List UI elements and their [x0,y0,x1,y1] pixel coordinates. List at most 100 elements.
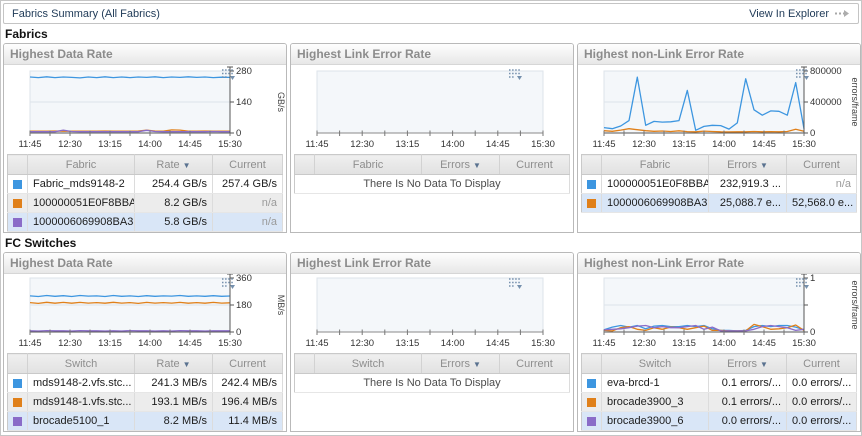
svg-text:13:15: 13:15 [396,139,420,150]
column-header[interactable]: Fabric [27,154,135,175]
svg-text:14:45: 14:45 [752,338,776,349]
chart[interactable]: 11:45 12:30 13:15 14:00 14:45 15:30 [291,65,573,153]
chart-menu-icon[interactable] [795,68,810,81]
table-row[interactable]: 1000006069908BA3 5.8 GB/s n/a [7,212,283,232]
metric-panel: Highest non-Link Error Rate 11:45 12:30 13… [577,43,861,233]
chart-menu-icon[interactable] [795,277,810,290]
chart-canvas[interactable]: 11:45 12:30 13:15 14:00 14:45 15:300 140 280 GB/… [4,65,286,153]
cell-name: mds9148-2.vfs.stc... [27,373,135,393]
empty-message: There Is No Data To Display [294,373,570,393]
column-header[interactable]: Current [786,353,857,374]
chart[interactable]: 11:45 12:30 13:15 14:00 14:45 15:30 0 400000 800… [578,65,860,153]
panel-title: Highest Link Error Rate [291,44,573,65]
table-row[interactable]: mds9148-2.vfs.stc... 241.3 MB/s 242.4 MB/s [7,373,283,393]
table-row[interactable]: mds9148-1.vfs.stc... 193.1 MB/s 196.4 MB/s [7,392,283,412]
column-header[interactable]: Current [786,154,857,175]
column-header[interactable]: Current [499,353,570,374]
view-in-explorer-link[interactable]: View In Explorer [749,8,850,20]
cell-value: 232,919.3 ... [708,174,787,194]
table-row[interactable]: brocade3900_6 0.0 errors/... 0.0 errors/..… [581,411,857,431]
cell-value: 0.1 errors/... [708,392,787,412]
cell-current: 0.0 errors/... [786,373,857,393]
panel-title: Highest Data Rate [4,253,286,274]
chart-menu-icon[interactable] [508,68,523,81]
series-swatch [7,373,28,393]
svg-text:11:45: 11:45 [18,338,41,349]
svg-text:11:45: 11:45 [305,139,328,150]
table-row[interactable]: brocade5100_1 8.2 MB/s 11.4 MB/s [7,411,283,431]
empty-row: There Is No Data To Display [294,373,570,393]
cell-value: 8.2 MB/s [134,411,213,431]
svg-text:14:00: 14:00 [441,338,465,349]
cell-current: 0.0 errors/... [786,392,857,412]
cell-value: 0.0 errors/... [708,411,787,431]
chart-canvas[interactable]: 11:45 12:30 13:15 14:00 14:45 15:30 [291,65,573,153]
series-swatch [581,392,602,412]
column-header[interactable]: Rate ▼ [134,154,213,175]
cell-value: 8.2 GB/s [134,193,213,213]
cell-name: 1000006069908BA3 [601,193,709,213]
svg-text:0: 0 [236,327,241,338]
svg-text:14:00: 14:00 [138,338,162,349]
sort-desc-icon: ▼ [760,359,768,369]
chart-menu-icon[interactable] [221,68,236,81]
chart-canvas[interactable]: 11:45 12:30 13:15 14:00 14:45 15:300 180 360 MB/… [4,274,286,352]
svg-text:14:00: 14:00 [712,338,736,349]
series-swatch [7,193,28,213]
series-swatch [581,373,602,393]
chart[interactable]: 11:45 12:30 13:15 14:00 14:45 15:30 0 1 errors/f… [578,274,860,352]
svg-text:0: 0 [236,128,241,139]
chart[interactable]: 11:45 12:30 13:15 14:00 14:45 15:30 [291,274,573,352]
sort-desc-icon: ▼ [760,160,768,170]
cell-current: 196.4 MB/s [212,392,283,412]
chart-canvas[interactable]: 11:45 12:30 13:15 14:00 14:45 15:30 [291,274,573,352]
column-header[interactable]: Switch [314,353,422,374]
svg-text:12:30: 12:30 [350,338,374,349]
column-header[interactable]: Errors ▼ [708,154,787,175]
table-row[interactable]: 100000051E0F8BBA 8.2 GB/s n/a [7,193,283,213]
cell-name: Fabric_mds9148-2 [27,174,135,194]
cell-value: 25,088.7 e... [708,193,787,213]
column-header-swatch [581,154,602,175]
svg-text:14:45: 14:45 [178,338,202,349]
table-row[interactable]: brocade3900_3 0.1 errors/... 0.0 errors/..… [581,392,857,412]
column-header[interactable]: Errors ▼ [421,353,500,374]
table-header-row: Switch Errors ▼ Current [581,353,857,374]
cell-value: 0.1 errors/... [708,373,787,393]
svg-text:errors/frame: errors/frame [850,280,860,329]
table-row[interactable]: 100000051E0F8BBA 232,919.3 ... n/a [581,174,857,194]
chart-menu-icon[interactable] [508,277,523,290]
column-header[interactable]: Rate ▼ [134,353,213,374]
column-header[interactable]: Switch [601,353,709,374]
svg-text:15:30: 15:30 [531,139,555,150]
column-header[interactable]: Errors ▼ [708,353,787,374]
column-header[interactable]: Switch [27,353,135,374]
cell-value: 254.4 GB/s [134,174,213,194]
cell-name: mds9148-1.vfs.stc... [27,392,135,412]
chart-canvas[interactable]: 11:45 12:30 13:15 14:00 14:45 15:300 1 errors/f… [578,274,860,352]
series-swatch [7,212,28,232]
svg-text:14:45: 14:45 [178,139,202,150]
column-header[interactable]: Current [212,353,283,374]
chart-menu-icon[interactable] [221,277,236,290]
chart[interactable]: 11:45 12:30 13:15 14:00 14:45 15:30 0 140 280 GB/… [4,65,286,153]
column-header[interactable]: Errors ▼ [421,154,500,175]
series-swatch [581,174,602,194]
metric-panel: Highest Data Rate 11:45 12:30 13:15 14:00 14… [3,43,287,233]
chart[interactable]: 11:45 12:30 13:15 14:00 14:45 15:30 0 180 360 MB/… [4,274,286,352]
series-swatch [7,174,28,194]
column-header[interactable]: Fabric [601,154,709,175]
column-header[interactable]: Current [499,154,570,175]
svg-text:14:45: 14:45 [752,139,776,150]
column-header[interactable]: Fabric [314,154,422,175]
explorer-arrow-icon [835,10,849,17]
table-row[interactable]: Fabric_mds9148-2 254.4 GB/s 257.4 GB/s [7,174,283,194]
cell-value: 193.1 MB/s [134,392,213,412]
table-row[interactable]: 1000006069908BA3 25,088.7 e... 52,568.0 e.… [581,193,857,213]
table-row[interactable]: eva-brcd-1 0.1 errors/... 0.0 errors/... [581,373,857,393]
chart-canvas[interactable]: 11:45 12:30 13:15 14:00 14:45 15:300 400000 800… [578,65,860,153]
svg-text:GB/s: GB/s [276,92,286,113]
column-header[interactable]: Current [212,154,283,175]
cell-value: 5.8 GB/s [134,212,213,232]
svg-text:12:30: 12:30 [58,338,82,349]
